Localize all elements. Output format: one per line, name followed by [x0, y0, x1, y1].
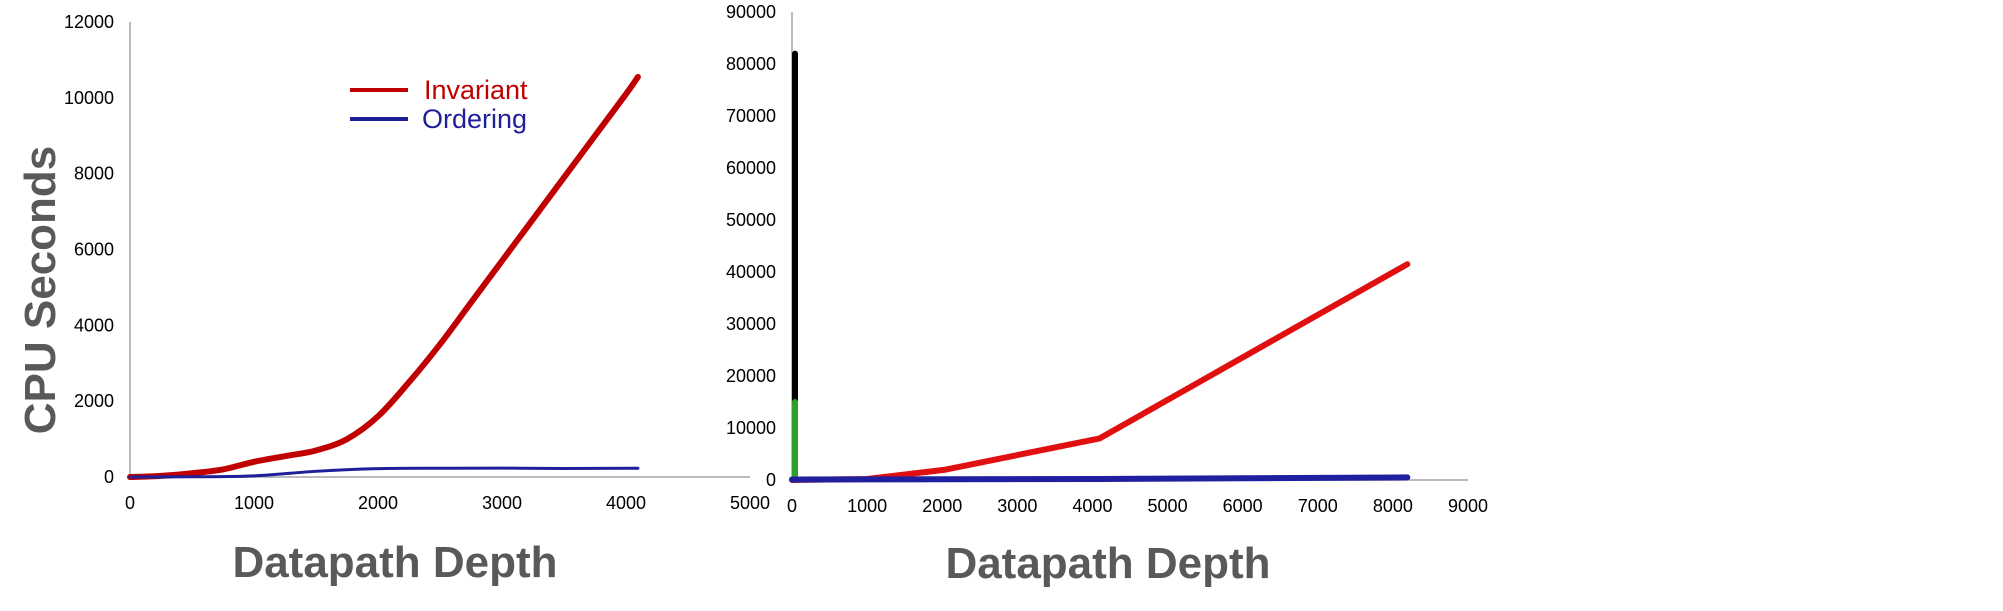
chart-left: 0 2000 4000 6000 8000 10000 12000 0 1000 2000 300…: [16, 12, 770, 587]
x-tick-label: 1000: [234, 493, 274, 513]
chart-right: 0100002000030000400005000060000700008000…: [726, 2, 1488, 588]
x-tick-label: 3000: [482, 493, 522, 513]
y-tick-label: 70000: [726, 106, 776, 126]
chart-right-y-ticks: 0 10000 20000 30000 40000 50000 60000 70000 8000…: [726, 2, 776, 490]
x-tick-label: 8000: [1373, 496, 1413, 516]
y-tick-label: 20000: [726, 366, 776, 386]
x-tick-label: 7000: [1298, 496, 1338, 516]
x-tick-label: 4000: [606, 493, 646, 513]
x-tick-label: 2000: [922, 496, 962, 516]
x-tick-label: 4000: [1072, 496, 1112, 516]
y-tick-label: 90000: [726, 2, 776, 22]
x-tick-label: 5000: [1148, 496, 1188, 516]
series-line: [789, 474, 1411, 483]
series-line: [789, 261, 1411, 483]
chart-right-x-axis-title: Datapath Depth: [945, 539, 1270, 588]
x-tick-label: 5000: [730, 493, 770, 513]
series-line: [128, 466, 640, 479]
y-tick-label: 0: [766, 470, 776, 490]
y-tick-label: 10000: [726, 418, 776, 438]
x-tick-label: 2000: [358, 493, 398, 513]
x-tick-label: 9000: [1448, 496, 1488, 516]
legend-invariant-label: Invariant: [424, 75, 528, 105]
y-tick-label: 4000: [74, 315, 114, 335]
chart-left-x-axis-title: Datapath Depth: [232, 538, 557, 587]
y-tick-label: 30000: [726, 314, 776, 334]
chart-left-series: [127, 73, 641, 480]
y-tick-label: 60000: [726, 158, 776, 178]
chart-left-y-ticks: 0 2000 4000 6000 8000 10000 12000: [64, 12, 114, 487]
y-tick-label: 0: [104, 467, 114, 487]
chart-right-series: [789, 50, 1411, 483]
x-tick-label: 6000: [1223, 496, 1263, 516]
y-tick-label: 12000: [64, 12, 114, 32]
y-tick-label: 6000: [74, 240, 114, 260]
x-tick-label: 3000: [997, 496, 1037, 516]
chart-left-y-axis-title: CPU Seconds: [16, 146, 65, 435]
x-tick-label: 1000: [847, 496, 887, 516]
y-tick-label: 2000: [74, 391, 114, 411]
y-tick-label: 40000: [726, 262, 776, 282]
legend-ordering-label: Ordering: [422, 104, 527, 134]
chart-right-x-ticks: 0 1000 2000 3000 4000 5000 6000 7000 8000 9000: [787, 496, 1488, 516]
y-tick-label: 8000: [74, 164, 114, 184]
y-tick-label: 50000: [726, 210, 776, 230]
chart-left-legend: Invariant Ordering: [350, 75, 528, 134]
chart-left-x-ticks: 0 1000 2000 3000 4000 5000: [125, 493, 770, 513]
x-tick-label: 0: [787, 496, 797, 516]
y-tick-label: 80000: [726, 54, 776, 74]
y-tick-label: 10000: [64, 88, 114, 108]
x-tick-label: 0: [125, 493, 135, 513]
series-line: [127, 73, 641, 480]
